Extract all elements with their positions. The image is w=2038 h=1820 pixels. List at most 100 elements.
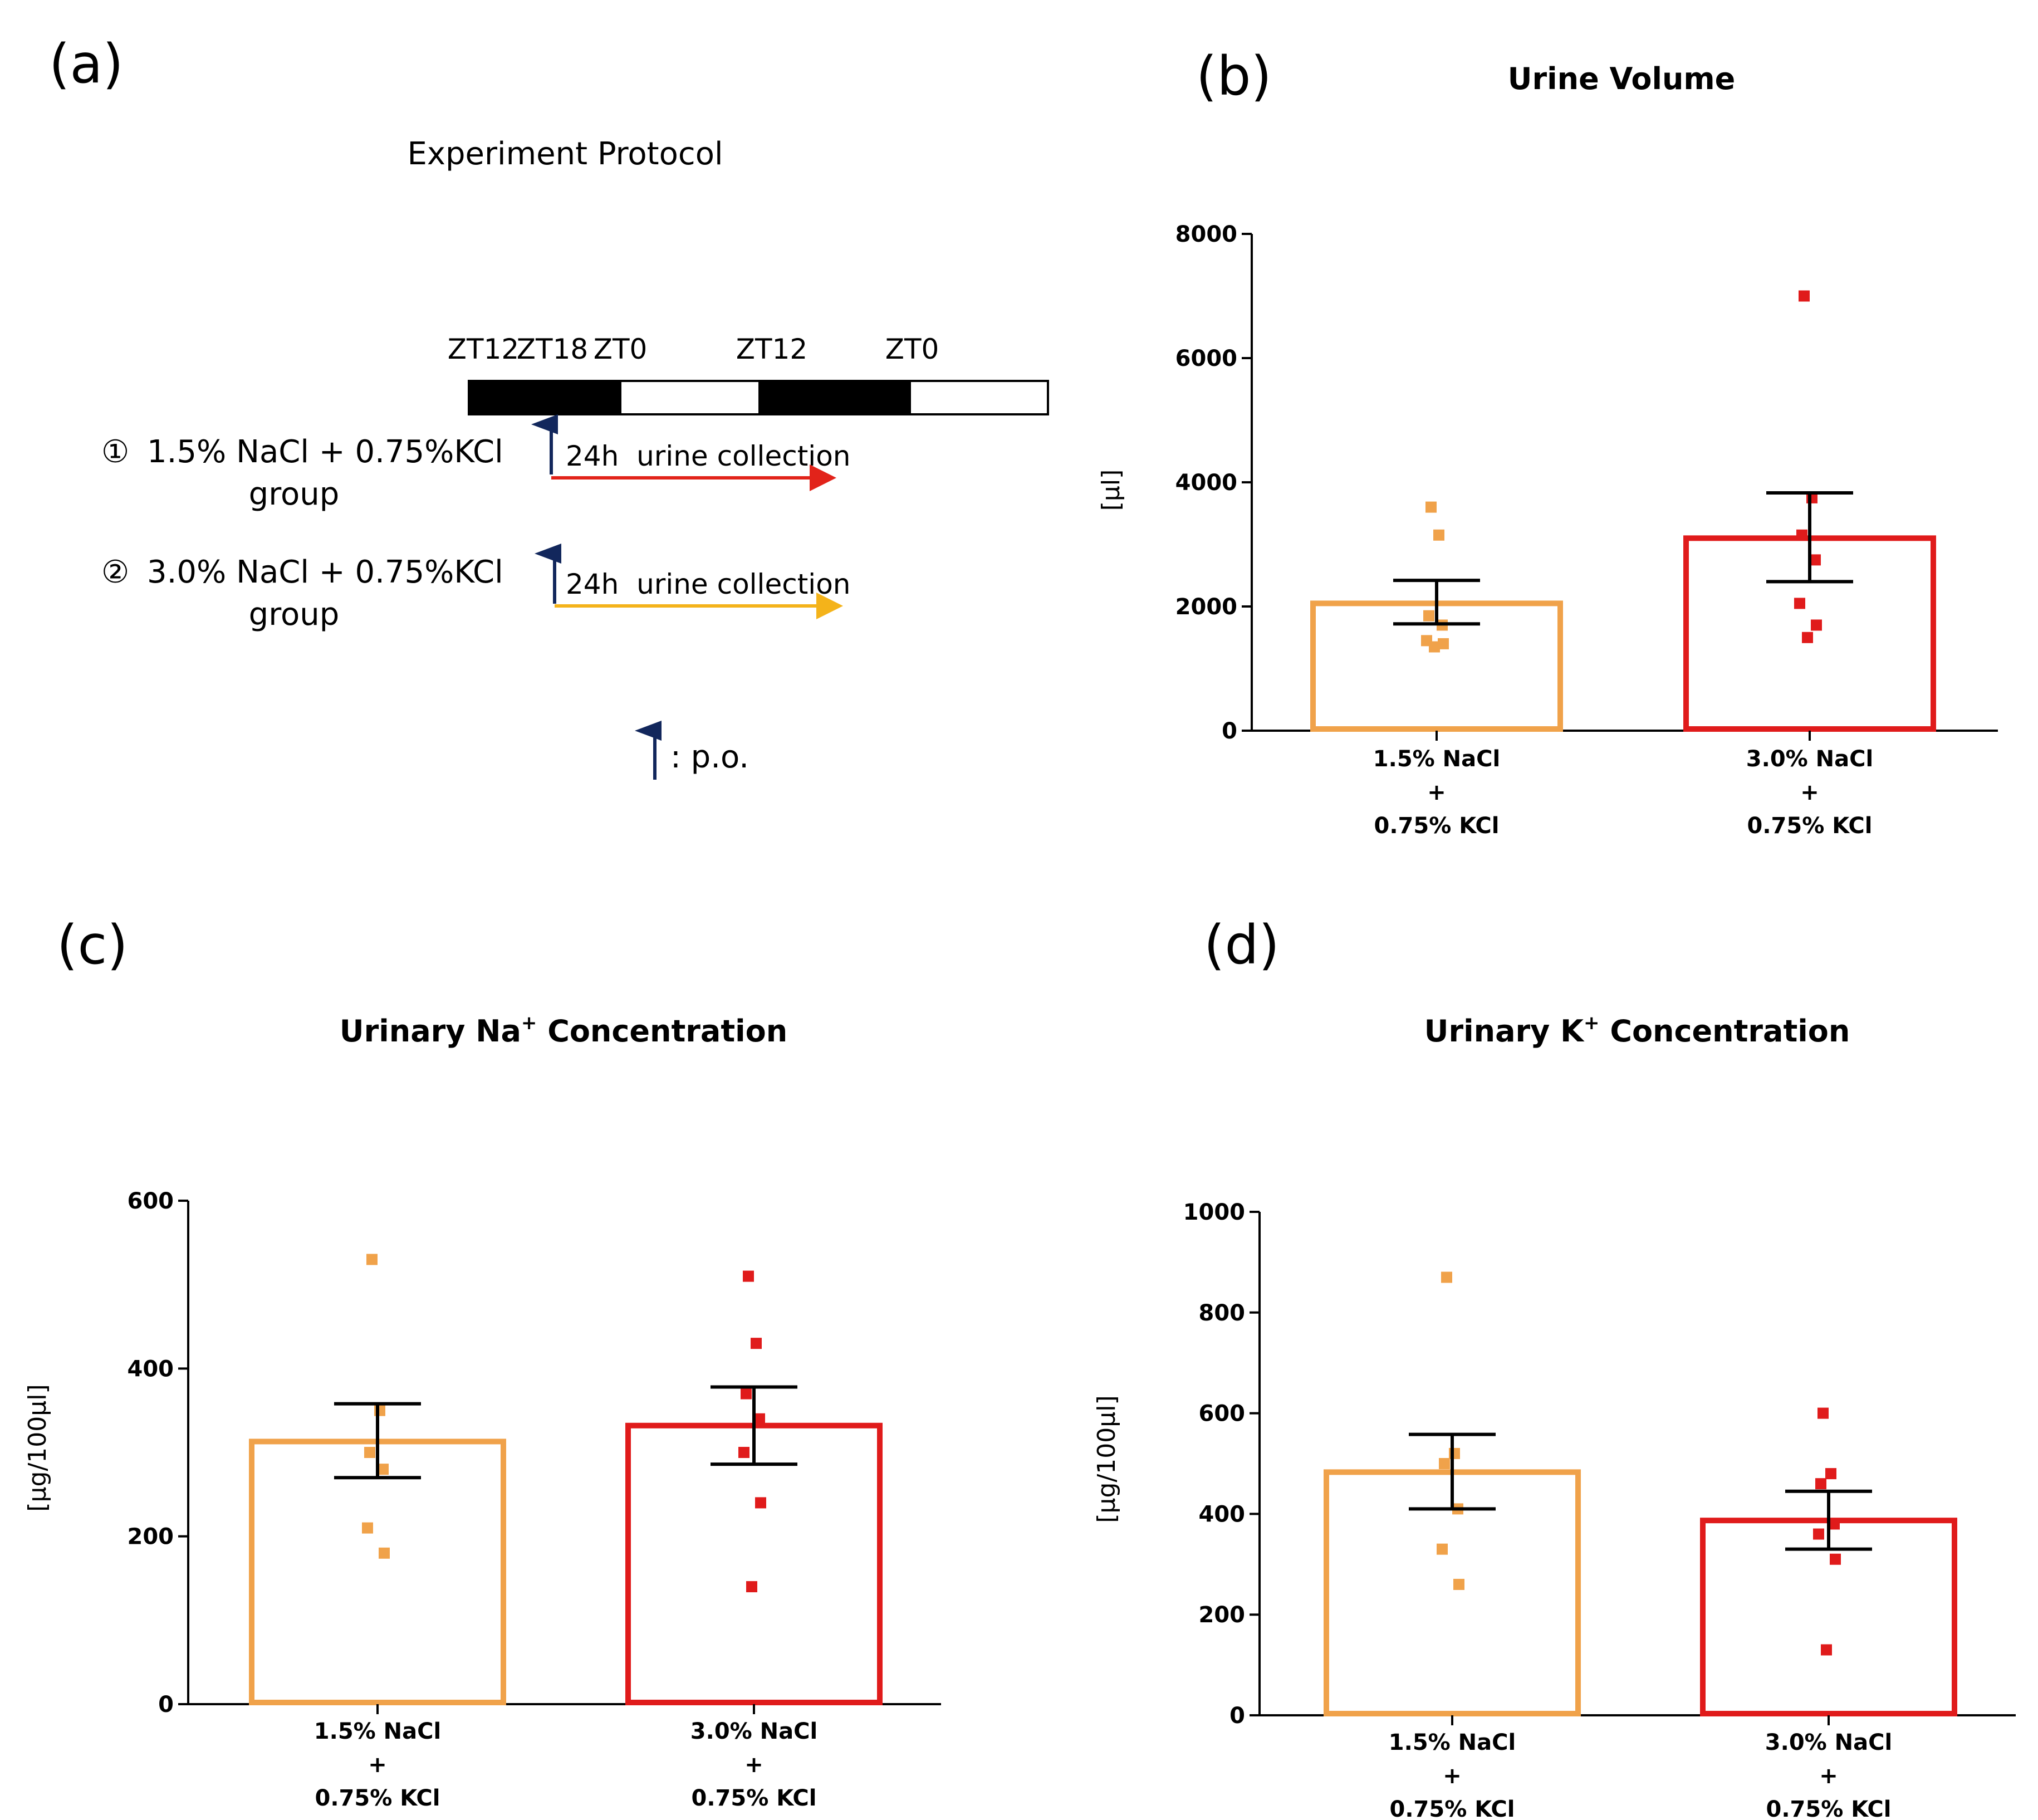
chart-urinary-na: Urinary Na+ Concentration[μg/100μl]02004… — [23, 1012, 941, 1811]
y-tick-label: 600 — [1199, 1401, 1246, 1427]
y-tick-label: 400 — [128, 1356, 174, 1382]
data-point — [1429, 641, 1440, 653]
category-label: 1.5% NaCl — [1389, 1730, 1516, 1755]
panel-label-b: (b) — [1196, 45, 1272, 107]
category-label: 0.75% KCl — [1390, 1797, 1515, 1820]
group-2-number: ② — [101, 554, 129, 590]
protocol-panel: Experiment Protocol ZT12 ZT18 ZT0 ZT12 Z… — [101, 136, 1049, 780]
chart-urine-volume: Urine Volume [μl] 0 2000 4000 6000 8000 1.5% Na… — [1097, 61, 1998, 839]
y-tick-label: 6000 — [1175, 346, 1237, 371]
panel-label-d: (d) — [1204, 914, 1280, 976]
y-tick-label: 400 — [1199, 1501, 1246, 1527]
data-point — [366, 1254, 378, 1265]
data-point — [1453, 1578, 1464, 1590]
zt-label: ZT0 — [594, 333, 648, 365]
y-tick-label: 0 — [1229, 1703, 1245, 1729]
chart-title-text: Urinary Na — [340, 1014, 521, 1049]
data-point — [1829, 1518, 1840, 1530]
y-tick-label: 200 — [1199, 1602, 1246, 1628]
data-point — [1813, 1528, 1824, 1540]
dark-phase-1 — [469, 381, 621, 414]
y-axis-label: [μg/100μl] — [23, 1384, 52, 1511]
category-label: + — [368, 1752, 387, 1778]
category-label: + — [1427, 780, 1446, 805]
data-point — [1425, 501, 1437, 513]
y-tick-label: 0 — [158, 1692, 174, 1718]
zt-label: ZT18 — [517, 333, 588, 365]
data-point — [378, 1464, 389, 1475]
chart-urinary-k: Urinary K+ Concentration[μg/100μl]020040… — [1093, 1012, 2016, 1820]
data-point — [754, 1413, 765, 1425]
protocol-title: Experiment Protocol — [407, 136, 723, 172]
data-point — [1441, 1271, 1452, 1283]
chart-title: Urinary Na+ Concentration — [340, 1012, 787, 1049]
data-point — [1810, 554, 1821, 566]
category-label: + — [744, 1752, 763, 1778]
chart-title-text: Urinary K — [1424, 1014, 1585, 1049]
category-label: 1.5% NaCl — [314, 1719, 441, 1744]
data-point — [1802, 632, 1813, 643]
chart-title-superscript: + — [1584, 1012, 1600, 1034]
data-point — [379, 1547, 390, 1559]
chart-title-text: Concentration — [537, 1014, 787, 1049]
y-tick-label: 8000 — [1175, 222, 1237, 247]
panel-label-c: (c) — [57, 914, 128, 976]
y-tick-label: 2000 — [1175, 594, 1237, 620]
dark-phase-2 — [758, 381, 911, 414]
data-point — [1439, 1458, 1450, 1469]
y-axis-label: [μl] — [1097, 469, 1125, 511]
data-point — [755, 1497, 766, 1509]
category-label: 3.0% NaCl — [1746, 746, 1873, 772]
zt-label: ZT12 — [736, 333, 807, 365]
data-point — [738, 1447, 749, 1458]
collection-label-2: 24h urine collection — [566, 568, 850, 600]
y-tick-label: 600 — [128, 1188, 174, 1214]
data-point — [746, 1581, 757, 1593]
y-tick-label: 0 — [1222, 718, 1237, 744]
data-point — [1825, 1468, 1836, 1480]
y-tick-label: 200 — [128, 1524, 174, 1550]
chart-title-text: Urine Volume — [1508, 61, 1736, 96]
group-2-label: 3.0% NaCl + 0.75%KCl — [147, 554, 503, 590]
category-label: 1.5% NaCl — [1373, 746, 1500, 772]
collection-label-1: 24h urine collection — [566, 440, 850, 472]
category-label: 0.75% KCl — [692, 1785, 817, 1811]
category-label: 0.75% KCl — [1374, 813, 1500, 839]
data-point — [1830, 1553, 1841, 1565]
chart-title-text: Concentration — [1600, 1014, 1850, 1049]
category-label: + — [1819, 1763, 1838, 1789]
data-point — [1794, 598, 1805, 609]
chart-title: Urinary K+ Concentration — [1424, 1012, 1850, 1049]
category-label: 0.75% KCl — [1766, 1797, 1892, 1820]
data-point — [1433, 529, 1444, 541]
data-point — [1821, 1644, 1832, 1656]
data-point — [1438, 638, 1449, 649]
data-point — [743, 1270, 754, 1282]
chart-title: Urine Volume — [1508, 61, 1736, 96]
data-point — [741, 1388, 752, 1400]
data-point — [1799, 290, 1810, 302]
y-tick-label: 1000 — [1183, 1200, 1245, 1225]
data-point — [1817, 1407, 1829, 1419]
legend-label: : p.o. — [670, 739, 749, 775]
bar — [625, 1422, 883, 1705]
data-point — [751, 1338, 762, 1349]
category-label: 3.0% NaCl — [1765, 1730, 1892, 1755]
chart-title-superscript: + — [521, 1012, 537, 1034]
category-label: + — [1443, 1763, 1462, 1789]
group-1-number: ① — [101, 434, 129, 470]
category-label: 0.75% KCl — [1747, 813, 1873, 839]
y-tick-label: 800 — [1199, 1300, 1246, 1326]
data-point — [1796, 529, 1807, 541]
data-point — [1815, 1478, 1826, 1490]
group-1-label-line2: group — [249, 476, 340, 512]
data-point — [1811, 619, 1822, 631]
bar — [249, 1439, 506, 1705]
panel-label-a: (a) — [49, 33, 124, 95]
data-point — [1423, 610, 1434, 622]
category-label: + — [1800, 780, 1819, 805]
data-point — [364, 1447, 375, 1458]
data-point — [362, 1522, 373, 1534]
category-label: 3.0% NaCl — [690, 1719, 817, 1744]
y-tick-label: 4000 — [1175, 470, 1237, 496]
